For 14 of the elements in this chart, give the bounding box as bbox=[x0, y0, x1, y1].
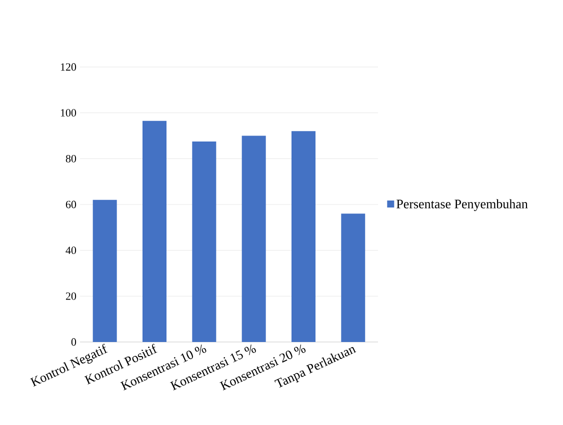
y-tick-label: 0 bbox=[71, 338, 76, 346]
y-tick-label: 40 bbox=[66, 246, 76, 254]
legend-label: Persentase Penyembuhan bbox=[396, 199, 528, 212]
y-tick-label: 120 bbox=[60, 63, 76, 71]
bar bbox=[192, 141, 216, 342]
y-tick-label: 20 bbox=[66, 292, 76, 300]
y-tick-label: 60 bbox=[66, 200, 76, 208]
bar bbox=[142, 120, 167, 342]
bar bbox=[92, 200, 117, 342]
y-tick-label: 100 bbox=[60, 109, 76, 117]
bar bbox=[242, 136, 266, 342]
bar bbox=[341, 214, 366, 342]
bar bbox=[291, 131, 316, 342]
y-tick-label: 80 bbox=[66, 154, 76, 162]
